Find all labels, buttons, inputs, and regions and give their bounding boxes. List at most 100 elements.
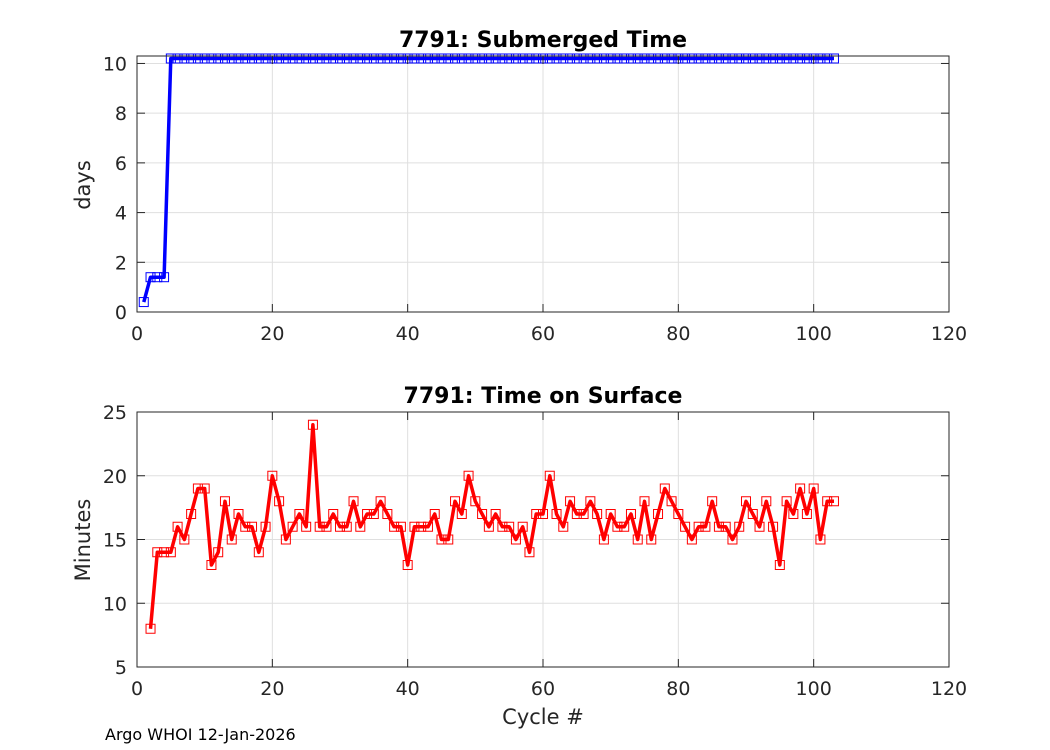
data-point-marker: [659, 483, 670, 494]
data-point-marker: [267, 470, 278, 481]
data-point-marker: [375, 53, 386, 64]
data-point-marker: [686, 53, 697, 64]
data-point-marker: [159, 547, 170, 558]
data-point-marker: [206, 560, 217, 570]
data-point-marker: [605, 509, 616, 519]
data-point-marker: [395, 521, 406, 532]
data-point-marker: [646, 53, 657, 64]
data-point-marker: [240, 521, 251, 532]
data-point-marker: [632, 534, 643, 545]
data-point-marker: [741, 53, 751, 64]
data-point-marker: [788, 509, 799, 519]
data-point-marker: [619, 521, 630, 532]
data-point-marker: [422, 521, 433, 532]
data-point-marker: [416, 53, 427, 64]
data-point-marker: [768, 521, 779, 532]
data-point-marker: [179, 53, 190, 64]
data-point-marker: [747, 53, 758, 64]
x-tick-label: 120: [931, 678, 967, 700]
data-point-marker: [571, 509, 582, 519]
data-point-marker: [788, 53, 799, 64]
data-point-marker: [741, 496, 751, 507]
data-point-marker: [578, 509, 589, 519]
data-point-marker: [524, 547, 535, 558]
data-point-marker: [815, 53, 826, 64]
submerged-time-chart: 7791: Submerged Time days 0 20 40 60 80 100 12…: [71, 28, 967, 345]
data-point-marker: [693, 521, 704, 532]
data-point-marker: [280, 53, 291, 64]
data-point-marker: [625, 509, 636, 519]
data-point-marker: [531, 53, 542, 64]
data-point-marker: [226, 534, 237, 545]
y-tick-label: 20: [103, 466, 127, 488]
data-point-marker: [558, 521, 569, 532]
data-point-marker: [436, 53, 447, 64]
data-point-marker: [544, 53, 555, 64]
data-point-marker: [341, 53, 352, 64]
data-point-marker: [382, 53, 393, 64]
data-point-marker: [274, 53, 285, 64]
footer-credit: Argo WHOI 12-Jan-2026: [105, 725, 296, 744]
data-point-marker: [707, 53, 718, 64]
data-point-marker: [754, 521, 765, 532]
data-point-marker: [605, 53, 616, 64]
data-point-marker: [828, 496, 839, 507]
data-point-marker: [321, 53, 332, 64]
data-point-marker: [808, 483, 819, 494]
data-point-marker: [321, 521, 332, 532]
data-point-marker: [747, 509, 758, 519]
data-point-marker: [186, 53, 197, 64]
x-tick-label: 40: [396, 678, 420, 700]
data-point-marker: [213, 547, 224, 558]
data-point-marker: [145, 623, 156, 634]
x-tick-label: 0: [131, 678, 143, 700]
data-point-marker: [192, 53, 203, 64]
data-point-marker: [165, 547, 176, 558]
data-point-marker: [666, 496, 677, 507]
data-point-marker: [761, 496, 772, 507]
data-point-marker: [186, 509, 197, 519]
data-point-marker: [761, 53, 772, 64]
data-point-marker: [801, 53, 812, 64]
data-point-marker: [510, 534, 521, 545]
data-point-marker: [693, 53, 704, 64]
data-point-marker: [463, 53, 474, 64]
data-point-marker: [355, 521, 366, 532]
data-point-marker: [700, 53, 711, 64]
data-point-marker: [368, 53, 379, 64]
data-point-marker: [348, 496, 359, 507]
x-tick-label: 80: [666, 678, 690, 700]
data-point-marker: [307, 53, 318, 64]
data-point-marker: [497, 53, 508, 64]
data-point-marker: [571, 53, 582, 64]
data-point-marker: [477, 53, 488, 64]
data-point-marker: [585, 53, 596, 64]
surface-time-chart: 7791: Time on Surface Minutes Cycle # 0 2…: [71, 384, 967, 729]
data-point-marker: [713, 53, 724, 64]
data-point-marker: [578, 53, 589, 64]
data-point-marker: [504, 53, 515, 64]
data-point-marker: [592, 509, 603, 519]
data-point-marker: [450, 496, 461, 507]
data-point-marker: [686, 534, 697, 545]
data-point-marker: [815, 534, 826, 545]
data-point-marker: [199, 53, 210, 64]
data-point-marker: [375, 496, 386, 507]
data-point-marker: [822, 496, 833, 507]
data-point-marker: [287, 53, 298, 64]
data-point-marker: [565, 496, 576, 507]
data-point-marker: [456, 509, 467, 519]
data-point-marker: [152, 272, 163, 283]
y-axis-label: days: [71, 160, 95, 210]
y-tick-label: 2: [115, 252, 127, 274]
data-point-marker: [612, 521, 623, 532]
x-tick-label: 100: [796, 323, 832, 345]
data-point-marker: [470, 53, 481, 64]
data-point-marker: [138, 297, 149, 308]
data-point-marker: [328, 509, 339, 519]
data-point-marker: [619, 53, 630, 64]
data-point-marker: [368, 509, 379, 519]
data-point-marker: [463, 470, 474, 481]
data-point-marker: [274, 496, 285, 507]
data-point-marker: [389, 53, 400, 64]
